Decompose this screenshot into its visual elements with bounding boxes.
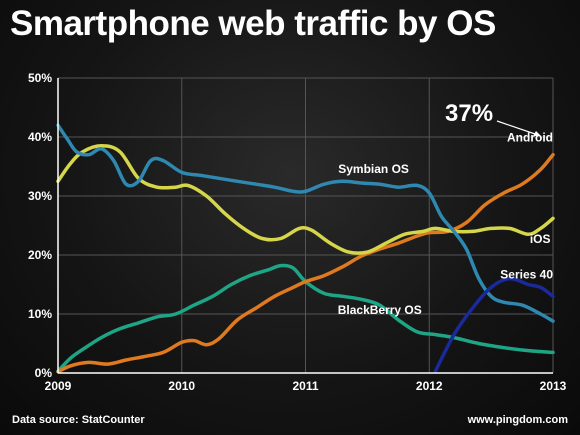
y-tick-label: 40% bbox=[28, 130, 52, 144]
series-label-symbian-os: Symbian OS bbox=[338, 162, 409, 176]
x-tick-label: 2009 bbox=[45, 379, 72, 393]
series-line-ios bbox=[56, 144, 555, 255]
x-tick-label: 2013 bbox=[540, 379, 567, 393]
android-share-annotation: 37% bbox=[445, 100, 493, 127]
annotation-arrowhead bbox=[533, 131, 541, 136]
annotation-arrow-line bbox=[496, 120, 539, 136]
data-source-note: Data source: StatCounter bbox=[12, 414, 145, 426]
series-line-symbian-os bbox=[56, 123, 555, 323]
series-label-android: Android bbox=[507, 131, 553, 145]
series-label-series-40: Series 40 bbox=[500, 268, 553, 282]
chart-title: Smartphone web traffic by OS bbox=[10, 4, 496, 43]
y-tick-label: 0% bbox=[35, 366, 53, 380]
series-line-series-40 bbox=[433, 276, 555, 373]
x-tick-label: 2010 bbox=[168, 379, 195, 393]
site-url: www.pingdom.com bbox=[467, 414, 568, 426]
series-line-android bbox=[56, 152, 555, 374]
y-tick-label: 10% bbox=[28, 307, 52, 321]
series-layer bbox=[56, 123, 555, 374]
series-label-blackberry-os: BlackBerry OS bbox=[338, 303, 422, 317]
axis-layer: 0% 10% 20% 30% 40% 50% 2009 2010 2011 2012 2013 bbox=[28, 71, 567, 393]
x-tick-label: 2012 bbox=[416, 379, 443, 393]
series-label-ios: iOS bbox=[530, 232, 551, 246]
y-tick-label: 30% bbox=[28, 189, 52, 203]
x-tick-label: 2011 bbox=[292, 379, 318, 393]
series-line-blackberry-os bbox=[56, 263, 555, 373]
y-tick-label: 50% bbox=[28, 71, 52, 85]
grid-layer bbox=[58, 77, 554, 373]
y-tick-label: 20% bbox=[28, 248, 52, 262]
label-layer: Android Symbian OS iOS BlackBerry OS Series … bbox=[338, 100, 554, 317]
